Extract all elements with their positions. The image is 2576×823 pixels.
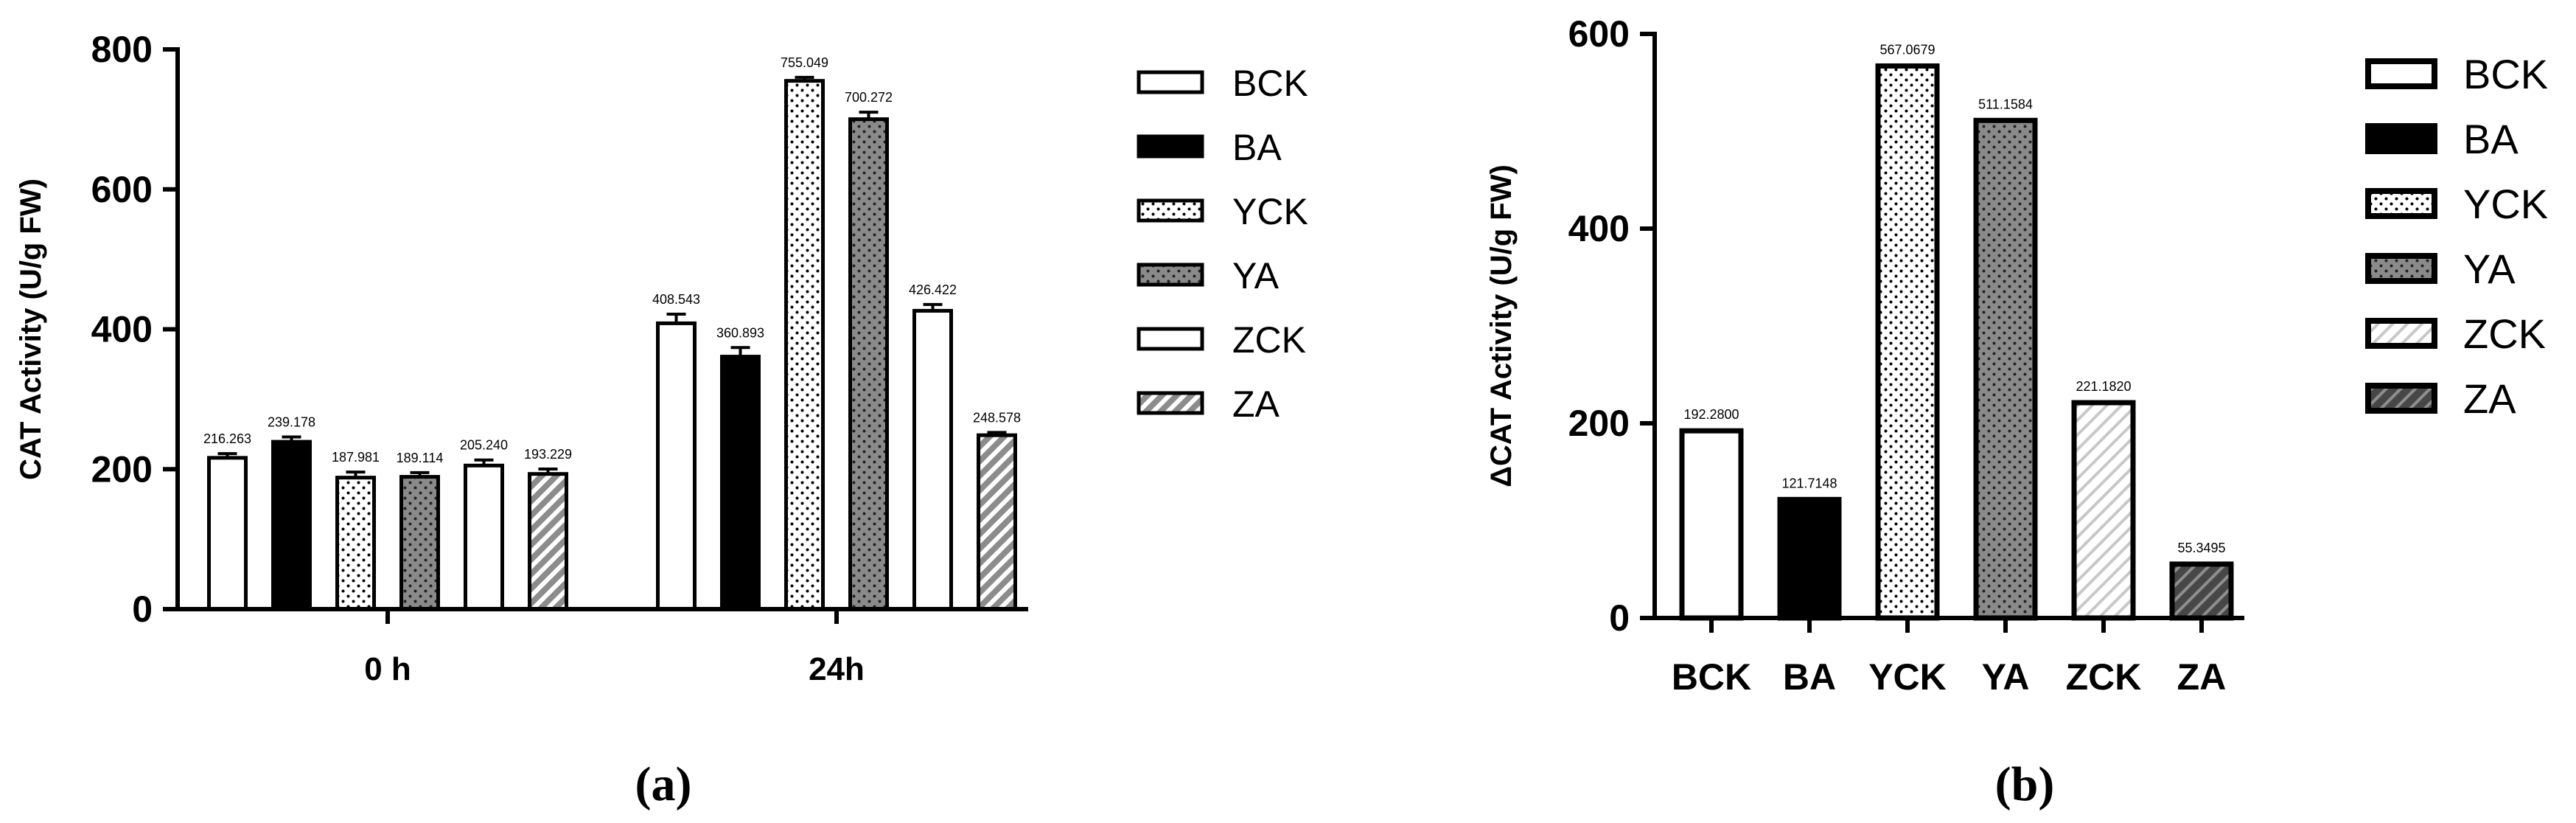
y-tick-label: 0 — [1609, 597, 1630, 639]
chart-b: ΔCAT Activity (U/g FW) 0 200 400 600 192.2800… — [1485, 13, 2548, 698]
x-tick-label: 0 h — [364, 651, 411, 687]
x-tick-label: BA — [1783, 656, 1836, 698]
legend-swatch-ba — [2365, 123, 2437, 154]
data-label: 192.2800 — [1683, 407, 1739, 422]
legend-label: BA — [2463, 116, 2519, 162]
data-label: 121.7148 — [1781, 476, 1837, 490]
y-tick-label: 800 — [91, 29, 153, 70]
legend-swatch-ya — [2365, 253, 2437, 284]
bar-bck — [207, 456, 248, 611]
bar-ya — [1973, 117, 2038, 621]
bar-bck — [1679, 428, 1744, 621]
legend-swatch-zck — [1137, 327, 1204, 351]
y-tick-label: 600 — [91, 169, 153, 210]
data-label: 205.240 — [460, 438, 508, 453]
y-axis-title: CAT Activity (U/g FW) — [15, 178, 47, 480]
x-tick-label: ZA — [2177, 656, 2227, 698]
legend-swatch-bck — [2365, 58, 2437, 89]
legend-label: BCK — [2463, 51, 2548, 97]
legend-label: YCK — [1232, 191, 1308, 232]
legend-label: YA — [2463, 246, 2516, 292]
y-tick-label: 200 — [91, 448, 153, 490]
legend-label: ZA — [2463, 375, 2516, 422]
legend-label: YCK — [2463, 181, 2548, 227]
legend-swatch-ya — [1137, 263, 1204, 287]
bar-za — [977, 433, 1017, 611]
bar-ba — [720, 355, 761, 611]
data-label: 221.1820 — [2076, 379, 2131, 394]
chart-a: CAT Activity (U/g FW) 0 200 400 600 800 216.26… — [15, 29, 1308, 687]
legend-label: BCK — [1232, 63, 1308, 104]
bar-yck — [335, 476, 376, 611]
bar-zck — [2071, 400, 2136, 621]
caption-a: (a) — [635, 757, 692, 811]
data-label: 755.049 — [781, 55, 828, 70]
legend-label: ZCK — [1232, 319, 1306, 361]
y-tick-label: 400 — [91, 309, 153, 350]
y-axis-title: ΔCAT Activity (U/g FW) — [1485, 164, 1518, 487]
y-tick-label: 600 — [1568, 13, 1630, 55]
data-label: 187.981 — [332, 450, 380, 465]
data-label: 360.893 — [716, 325, 764, 340]
legend-label: ZCK — [2463, 310, 2546, 357]
bar-ba — [271, 440, 312, 611]
bar-ya — [399, 475, 440, 611]
data-label: 248.578 — [973, 410, 1021, 425]
y-tick-label: 0 — [132, 588, 153, 630]
bar-ba — [1777, 496, 1842, 621]
data-label: 408.543 — [652, 292, 700, 307]
data-label: 567.0679 — [1879, 42, 1935, 57]
bar-ya — [848, 117, 889, 611]
bar-bck — [656, 321, 697, 611]
legend-label: YA — [1232, 255, 1280, 296]
y-tick-label: 200 — [1568, 403, 1630, 444]
bar-yck — [784, 79, 825, 611]
bar-zck — [912, 308, 953, 611]
legend-swatch-ba — [1137, 134, 1204, 159]
bar-zck — [464, 463, 504, 611]
x-tick-label: YCK — [1868, 656, 1947, 698]
legend-swatch-bck — [1137, 70, 1204, 94]
data-label: 189.114 — [397, 451, 444, 465]
legend-label: ZA — [1232, 383, 1280, 425]
legend-swatch-yck — [1137, 198, 1204, 223]
legend-swatch-zck — [2365, 318, 2437, 349]
x-tick-label: 24h — [809, 651, 865, 687]
x-tick-label: YA — [1982, 656, 2030, 698]
legend-swatch-yck — [2365, 188, 2437, 219]
data-label: 55.3495 — [2177, 541, 2225, 555]
caption-b: (b) — [1995, 757, 2055, 811]
bar-za — [2169, 561, 2234, 621]
x-tick-label: ZCK — [2066, 656, 2142, 698]
data-label: 216.263 — [203, 431, 251, 446]
data-label: 426.422 — [909, 282, 957, 297]
data-label: 700.272 — [845, 90, 893, 105]
data-label: 511.1584 — [1978, 97, 2033, 111]
x-tick-label: BCK — [1672, 656, 1751, 698]
bar-za — [528, 472, 568, 611]
legend-swatch-za — [1137, 391, 1204, 415]
legend-label: BA — [1232, 127, 1282, 168]
data-label: 239.178 — [268, 414, 315, 429]
legend-swatch-za — [2365, 383, 2437, 414]
y-tick-label: 400 — [1568, 208, 1630, 249]
data-label: 193.229 — [524, 447, 572, 462]
bar-yck — [1875, 63, 1940, 621]
